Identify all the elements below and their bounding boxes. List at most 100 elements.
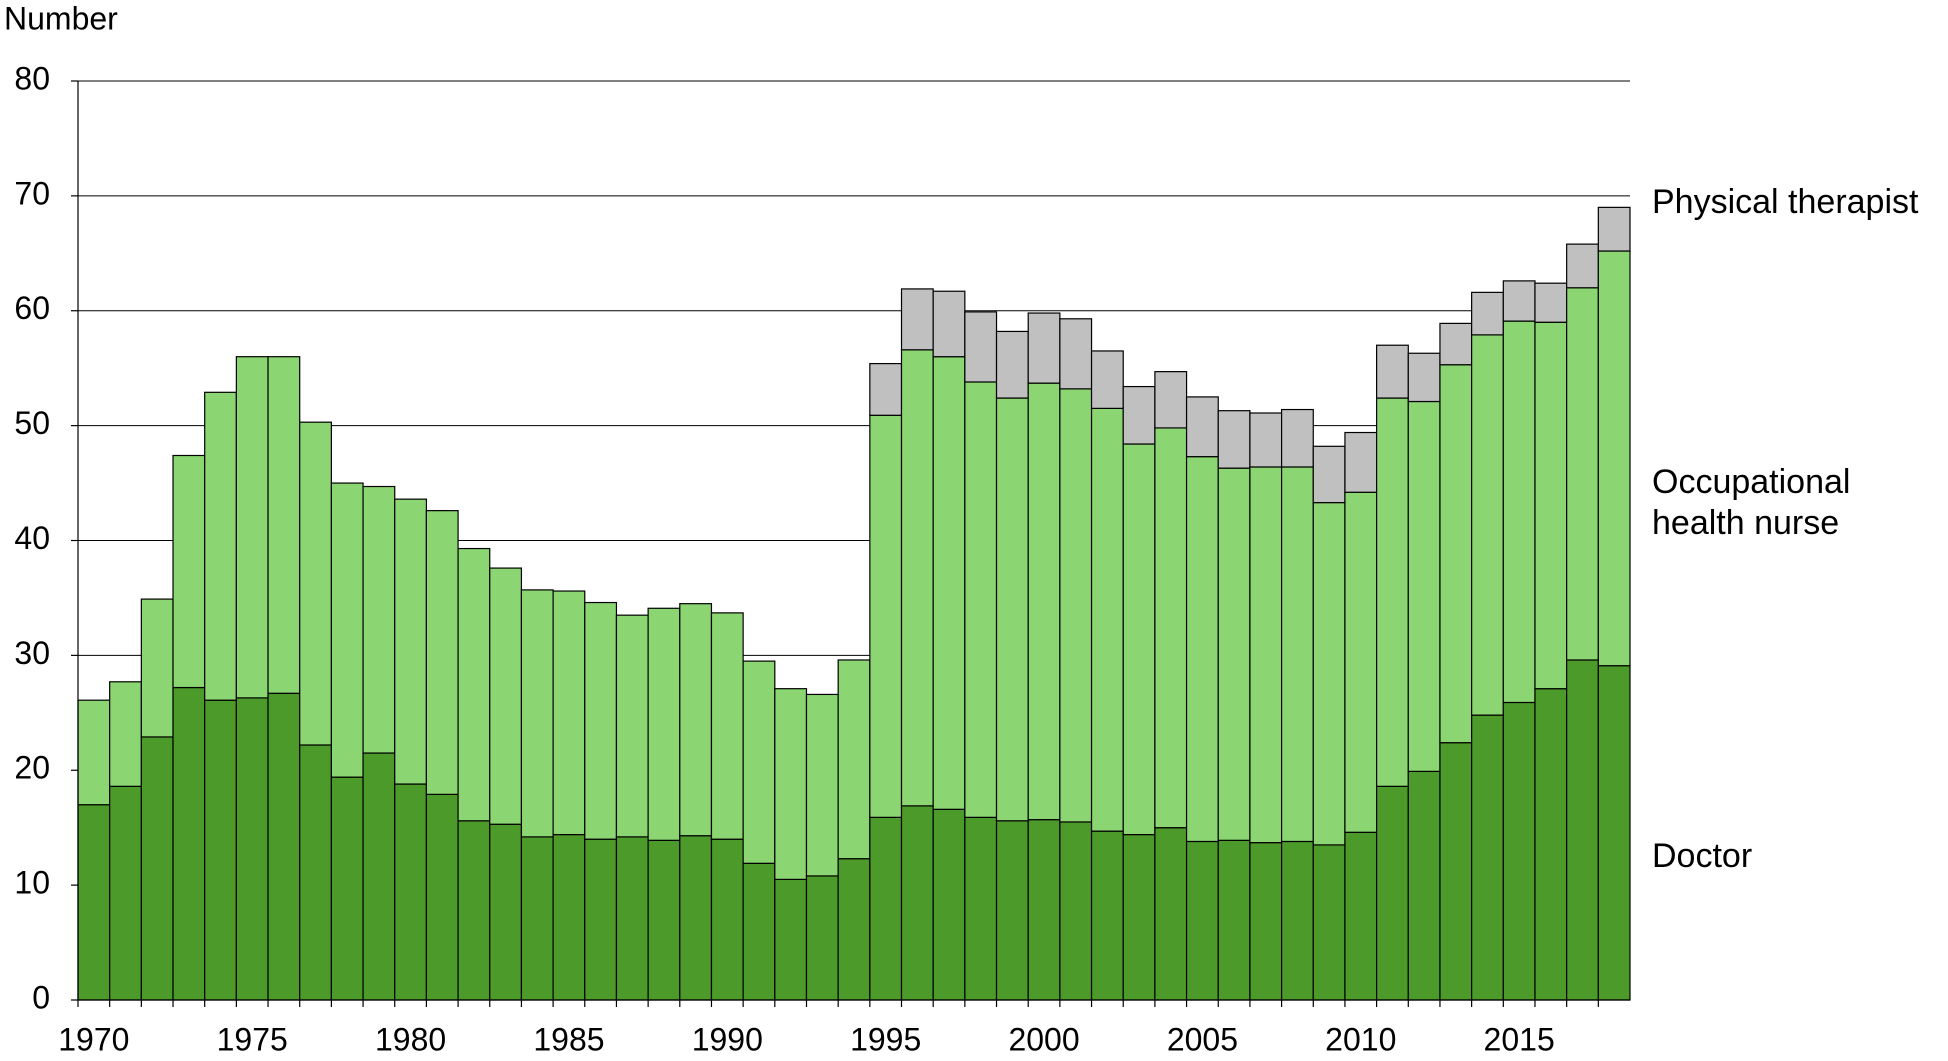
bar-segment: [1312, 844, 1346, 1001]
y-axis-label: Number: [4, 0, 118, 36]
bar-segment: [1280, 408, 1314, 468]
bar-segment: [1439, 742, 1473, 1001]
bar-segment: [679, 835, 713, 1001]
x-tick-label: 1980: [375, 1021, 446, 1057]
bar-segment: [805, 693, 839, 877]
bar-segment: [267, 356, 301, 694]
bar-segment: [1249, 466, 1283, 844]
bar-segment: [235, 697, 269, 1001]
bar-segment: [647, 607, 681, 841]
bar-segment: [647, 839, 681, 1001]
bar-segment: [742, 660, 776, 864]
bar-segment: [1376, 397, 1409, 787]
bar-segment: [995, 820, 1029, 1001]
bar-segment: [774, 878, 808, 1001]
y-tick-label: 40: [14, 520, 50, 556]
bar-segment: [172, 454, 206, 689]
bar-segment: [900, 805, 934, 1001]
bar-segment: [1059, 821, 1093, 1001]
bar-segment: [1185, 840, 1219, 1001]
x-tick-label: 2015: [1484, 1021, 1555, 1057]
bar-segment: [362, 485, 396, 754]
bar-segment: [1217, 839, 1251, 1001]
bar-segment: [552, 590, 586, 836]
bar-segment: [1597, 206, 1631, 252]
bar-segment: [710, 612, 744, 840]
bar-segment: [1280, 466, 1314, 843]
bar-segment: [1471, 334, 1504, 716]
bar-segment: [1344, 831, 1378, 1001]
bar-segment: [679, 603, 713, 837]
bar-segment: [1154, 371, 1188, 429]
bar-segment: [330, 482, 364, 778]
bar-segment: [299, 421, 332, 746]
bar-segment: [932, 290, 966, 358]
bar-segment: [1344, 431, 1378, 493]
bar-segment: [489, 567, 523, 825]
bar-segment: [109, 681, 142, 787]
bar-segment: [1534, 282, 1568, 323]
bar-segment: [710, 838, 744, 1001]
bar-segment: [1312, 445, 1346, 504]
bar-segment: [1185, 456, 1219, 843]
bar-segment: [1376, 785, 1409, 1001]
bar-segment: [869, 362, 903, 416]
bar-segment: [109, 785, 142, 1001]
x-tick-label: 2010: [1325, 1021, 1396, 1057]
x-tick-label: 2005: [1167, 1021, 1238, 1057]
bar-segment: [1090, 830, 1124, 1001]
bar-segment: [1122, 833, 1156, 1001]
bar-segment: [1502, 701, 1536, 1001]
bar-segment: [837, 858, 871, 1001]
y-tick-label: 10: [14, 865, 50, 901]
bar-segment: [584, 601, 618, 840]
bar-segment: [267, 692, 301, 1001]
bar-segment: [615, 836, 649, 1001]
bar-segment: [457, 820, 491, 1001]
bar-segment: [425, 793, 459, 1001]
bar-segment: [1122, 385, 1156, 445]
bar-segment: [1217, 410, 1251, 469]
bar-segment: [552, 833, 586, 1001]
x-tick-label: 1970: [58, 1021, 129, 1057]
bar-segment: [1534, 321, 1568, 690]
bar-segment: [1502, 280, 1536, 322]
bar-segment: [964, 381, 998, 818]
bar-segment: [995, 330, 1029, 399]
bar-segment: [172, 686, 206, 1001]
series-label: Occupational health nurse: [1652, 463, 1851, 542]
bar-segment: [1154, 427, 1188, 829]
bar-segment: [489, 823, 523, 1001]
bar-segment: [1407, 352, 1441, 403]
bar-segment: [1059, 318, 1093, 390]
bar-segment: [837, 659, 871, 860]
bar-segment: [425, 510, 459, 795]
bar-segment: [1217, 467, 1251, 841]
y-tick-label: 70: [14, 175, 50, 211]
series-label: Doctor: [1652, 837, 1753, 875]
bar-segment: [1090, 350, 1124, 409]
bar-segment: [1344, 491, 1378, 833]
bar-segment: [520, 836, 554, 1001]
bar-segment: [394, 783, 428, 1001]
bar-segment: [1280, 840, 1314, 1001]
bar-segment: [932, 808, 966, 1001]
bar-segment: [1407, 770, 1441, 1001]
bar-segment: [299, 744, 332, 1001]
y-tick-label: 0: [32, 979, 50, 1015]
bar-segment: [1027, 312, 1061, 384]
bar-segment: [774, 688, 808, 880]
y-tick-label: 60: [14, 290, 50, 326]
bar-segment: [1249, 412, 1283, 468]
bar-segment: [869, 816, 903, 1001]
bar-segment: [140, 736, 174, 1001]
x-tick-label: 2000: [1008, 1021, 1079, 1057]
bar-segment: [77, 699, 111, 806]
bar-segment: [235, 356, 269, 699]
bar-segment: [1439, 364, 1473, 744]
bar-segment: [1566, 287, 1599, 661]
bar-segment: [584, 838, 618, 1001]
bar-segment: [1534, 688, 1568, 1001]
bar-segment: [1376, 344, 1409, 399]
